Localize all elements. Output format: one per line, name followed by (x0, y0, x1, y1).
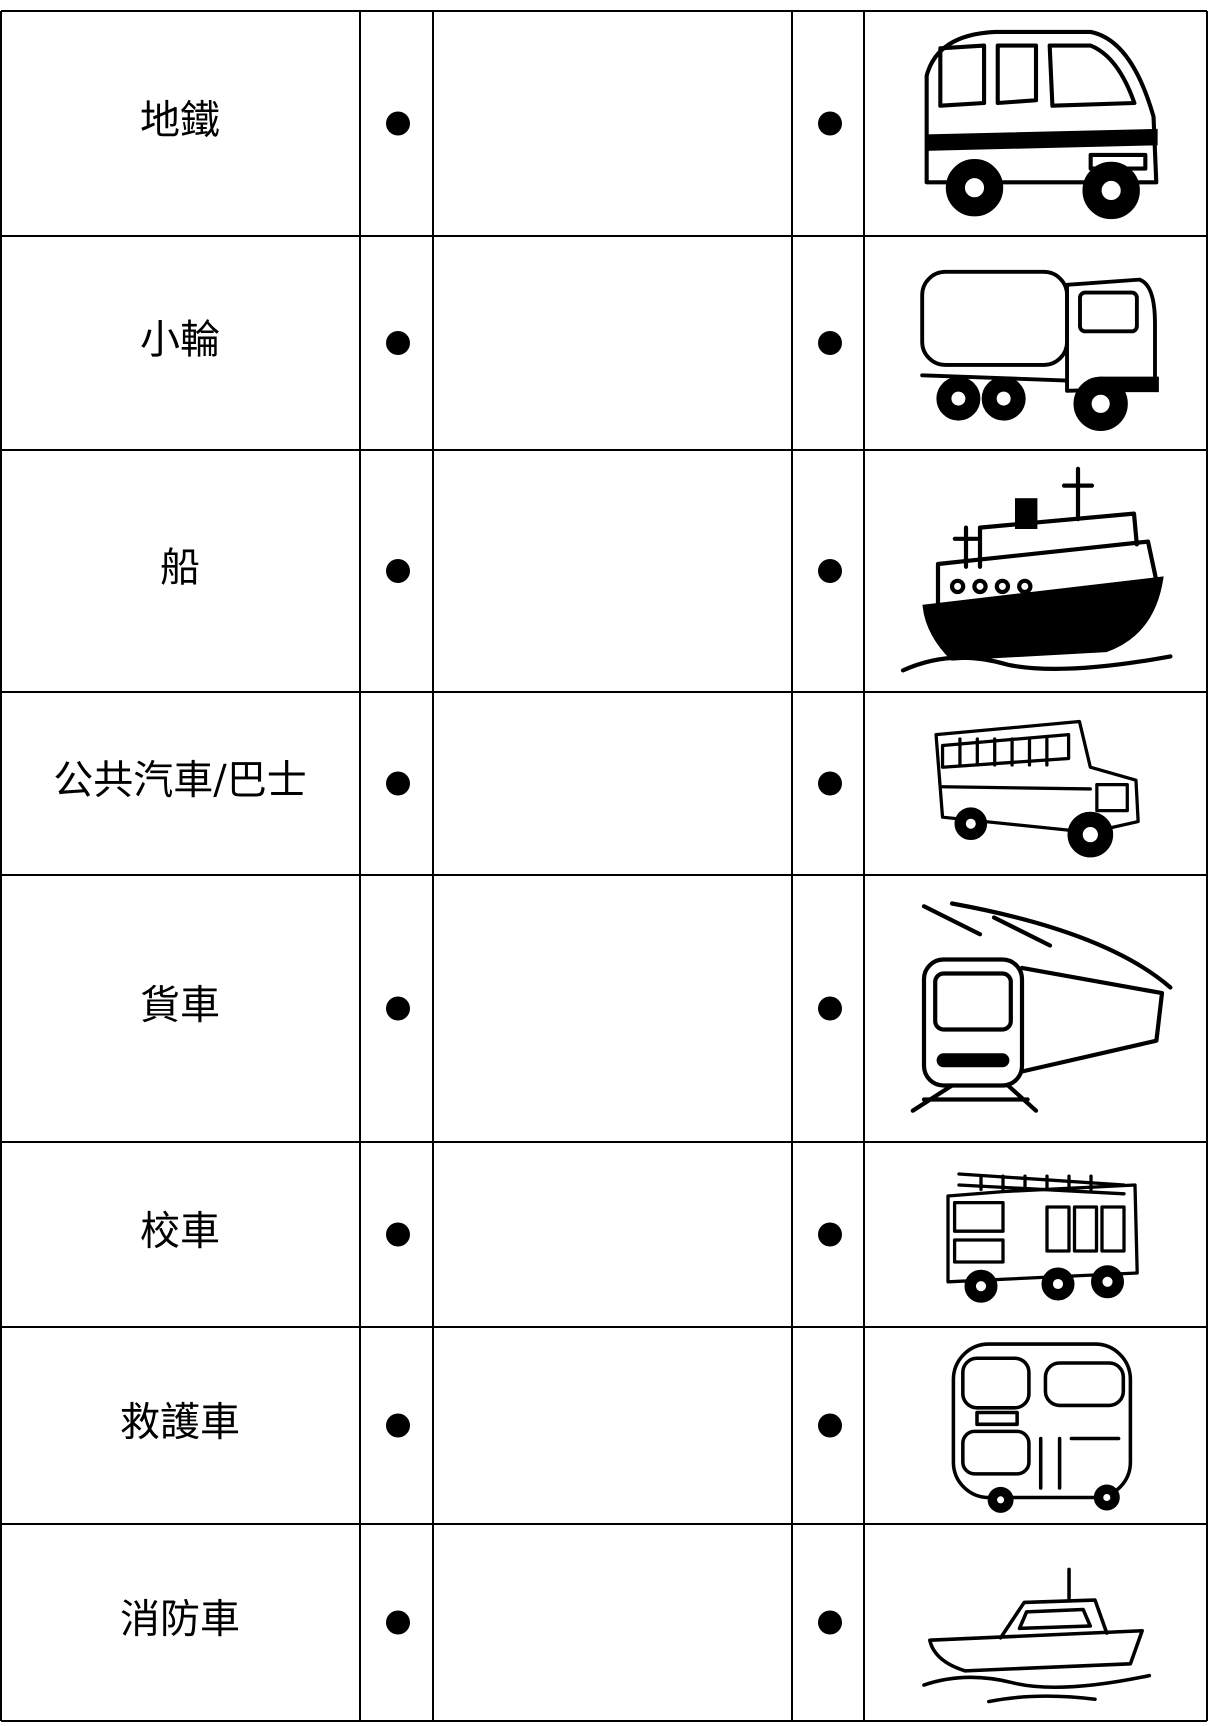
left-dot (386, 771, 410, 796)
vehicle-picture (924, 29, 1159, 220)
hub (1080, 824, 1101, 845)
matching-row: 消防車 (120, 1567, 1152, 1704)
vehicle-picture (951, 1342, 1133, 1513)
vehicle-label: 船 (160, 545, 200, 591)
engine-grille (952, 1238, 1005, 1264)
locker (1072, 1205, 1099, 1253)
engine-windshield (952, 1200, 1005, 1233)
matching-row: 地鐵 (140, 29, 1159, 220)
bus-grille (1095, 782, 1129, 813)
porthole (1017, 578, 1033, 595)
vehicle-label: 公共汽車/巴士 (53, 758, 306, 804)
van-body (924, 29, 1159, 185)
table-grid (0, 10, 1208, 1722)
vehicle-label: 消防車 (120, 1597, 240, 1643)
train-side (1019, 965, 1165, 1074)
locker (1045, 1205, 1071, 1253)
boat-hull (928, 1628, 1144, 1673)
right-dot (818, 996, 842, 1021)
right-dot (818, 1413, 842, 1438)
vehicle-label: 貨車 (140, 983, 220, 1029)
porthole (972, 578, 988, 595)
left-dot (386, 559, 410, 583)
truck-chassis (920, 373, 1069, 383)
vehicle-picture (946, 1172, 1139, 1303)
train-light (936, 1053, 1010, 1068)
right-dot (818, 111, 842, 136)
vehicle-picture (934, 719, 1140, 858)
left-dot (386, 996, 410, 1021)
matching-row: 校車 (140, 1172, 1139, 1303)
dd-side-window (1043, 1361, 1126, 1408)
train-tunnel (921, 901, 1173, 990)
hub (1089, 392, 1113, 416)
hub (1098, 178, 1124, 203)
engine-ladder (957, 1172, 1126, 1196)
train-front (921, 957, 1025, 1088)
dd-upper-window (961, 1356, 1031, 1410)
ferry-mast (952, 466, 1095, 569)
boat-window (1017, 1607, 1093, 1631)
truck-window (1078, 290, 1139, 334)
dd-body (951, 1342, 1133, 1500)
hub (1100, 1491, 1113, 1504)
left-dot (386, 1610, 410, 1635)
van-stripe (925, 128, 1158, 151)
ferry-upper (977, 511, 1139, 569)
truck-tank (920, 269, 1069, 367)
hub (994, 389, 1014, 409)
right-dot (818, 331, 842, 355)
hub (962, 175, 987, 201)
right-dot (818, 771, 842, 796)
wave (900, 654, 1173, 673)
van-window (938, 43, 1039, 108)
dd-destination (975, 1410, 1019, 1427)
right-dot (818, 1610, 842, 1635)
vehicle-label: 小輪 (140, 317, 220, 363)
vehicle-label: 救護車 (120, 1400, 240, 1446)
matching-row: 公共汽車/巴士 (53, 719, 1140, 858)
left-dot (386, 331, 410, 355)
train-rails (910, 1083, 1039, 1113)
matching-row: 貨車 (140, 901, 1173, 1113)
hub (963, 816, 978, 831)
dd-door (1038, 1436, 1121, 1490)
matching-row: 小輪 (140, 269, 1159, 431)
bus-windows (940, 732, 1071, 769)
porthole (949, 578, 966, 595)
boat-cabin (998, 1598, 1109, 1640)
right-dot (818, 1222, 842, 1247)
vehicle-picture (922, 1567, 1152, 1704)
engine-body (946, 1183, 1139, 1284)
vehicle-label: 地鐵 (140, 98, 220, 144)
hub (1050, 1276, 1066, 1292)
hub (973, 1278, 989, 1294)
hub (1100, 1274, 1115, 1290)
dd-lower-window (961, 1429, 1031, 1476)
left-dot (386, 1222, 410, 1247)
wave (922, 1673, 1152, 1704)
bus-stripe (940, 785, 1092, 791)
vehicle-picture (910, 901, 1173, 1113)
train-windshield (933, 971, 1013, 1032)
vehicle-label: 校車 (140, 1209, 220, 1255)
hub (994, 1493, 1007, 1506)
porthole (994, 578, 1011, 595)
ferry-deck (935, 539, 1159, 609)
van-windshield (1047, 43, 1137, 108)
ferry-hull (922, 576, 1164, 661)
hub (948, 389, 968, 409)
right-dot (818, 559, 842, 583)
matching-row: 船 (160, 466, 1173, 673)
ferry-funnel (1014, 498, 1038, 529)
left-dot (386, 111, 410, 136)
locker (1100, 1205, 1126, 1253)
vehicle-picture (920, 269, 1159, 431)
left-dot (386, 1413, 410, 1438)
vehicle-picture (900, 466, 1173, 673)
truck-cab (1065, 277, 1157, 393)
matching-row: 救護車 (120, 1342, 1133, 1513)
